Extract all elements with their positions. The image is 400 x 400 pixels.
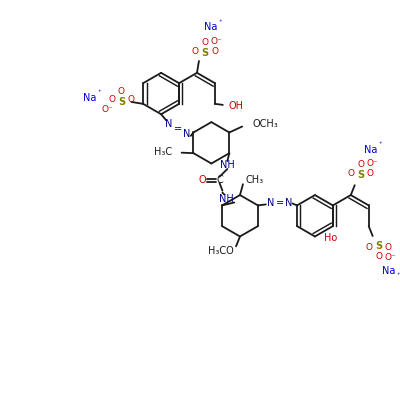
Text: O: O [375, 252, 382, 261]
Text: N: N [165, 119, 173, 129]
Text: C: C [216, 175, 223, 185]
Text: H₃C: H₃C [154, 147, 172, 157]
Text: Na: Na [382, 266, 395, 276]
Text: O: O [108, 96, 115, 104]
Text: O: O [192, 47, 198, 56]
Text: O: O [128, 96, 135, 104]
Text: S: S [201, 48, 208, 58]
Text: ⁺: ⁺ [219, 20, 222, 26]
Text: Ho: Ho [324, 233, 338, 243]
Text: NH: NH [220, 160, 235, 170]
Text: O⁻: O⁻ [366, 159, 378, 168]
Text: O: O [201, 38, 208, 47]
Text: O: O [199, 175, 206, 185]
Text: O: O [385, 243, 392, 252]
Text: ⁺: ⁺ [396, 274, 400, 280]
Text: Na: Na [83, 93, 97, 103]
Text: O: O [367, 169, 374, 178]
Text: N: N [285, 198, 292, 208]
Text: OCH₃: OCH₃ [253, 118, 279, 128]
Text: O: O [365, 243, 372, 252]
Text: CH₃: CH₃ [246, 175, 264, 185]
Text: O⁻: O⁻ [384, 253, 396, 262]
Text: NH: NH [219, 194, 234, 204]
Text: Na: Na [364, 145, 377, 155]
Text: S: S [357, 170, 364, 180]
Text: O: O [118, 86, 125, 96]
Text: O: O [347, 169, 354, 178]
Text: N: N [183, 129, 190, 139]
Text: ⁺: ⁺ [98, 90, 102, 96]
Text: S: S [375, 241, 382, 251]
Text: Na: Na [204, 22, 218, 32]
Text: N: N [267, 198, 274, 208]
Text: O⁻: O⁻ [102, 105, 114, 114]
Text: O: O [357, 160, 364, 169]
Text: O⁻: O⁻ [211, 37, 222, 46]
Text: H₃CO: H₃CO [208, 246, 234, 256]
Text: S: S [118, 97, 125, 107]
Text: O: O [211, 47, 218, 56]
Text: =: = [174, 124, 182, 134]
Text: ⁺: ⁺ [378, 142, 382, 148]
Text: OH: OH [229, 101, 244, 111]
Text: =: = [276, 198, 284, 208]
